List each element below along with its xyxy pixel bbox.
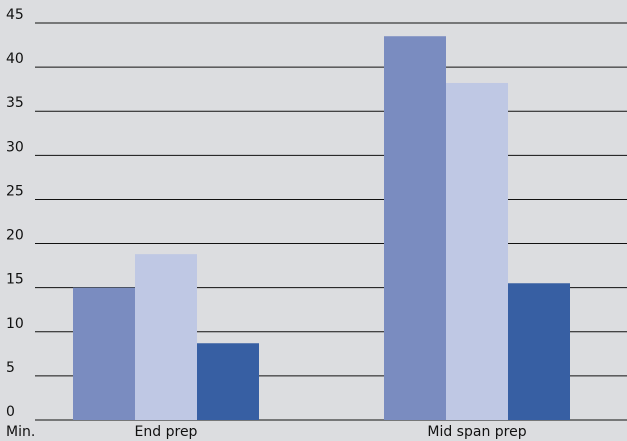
y-tick-label: 0 [6,404,15,420]
category-label: Mid span prep [427,424,526,440]
y-tick-label: 10 [6,316,24,332]
y-tick-label: 20 [6,228,24,244]
y-tick-label: 15 [6,272,24,288]
bar-series1-end-prep [73,287,135,420]
y-tick-label: 40 [6,51,24,67]
bar-series2-mid-span-prep [446,82,508,420]
labels: Min. 0 5 10 15 20 25 30 35 40 45 End prep Mid span … [6,7,527,440]
y-tick-label: 5 [6,360,15,376]
y-tick-label: 30 [6,139,24,155]
y-tick-label: 35 [6,95,24,111]
bar-series2-end-prep [135,254,197,420]
category-label: End prep [135,424,198,440]
bar-series3-end-prep [197,343,259,420]
y-axis-unit-label: Min. [6,424,35,440]
bars [73,36,570,420]
bar-series1-mid-span-prep [384,36,446,420]
y-tick-label: 25 [6,183,24,199]
bar-series3-mid-span-prep [508,283,570,420]
y-tick-label: 45 [6,7,24,23]
